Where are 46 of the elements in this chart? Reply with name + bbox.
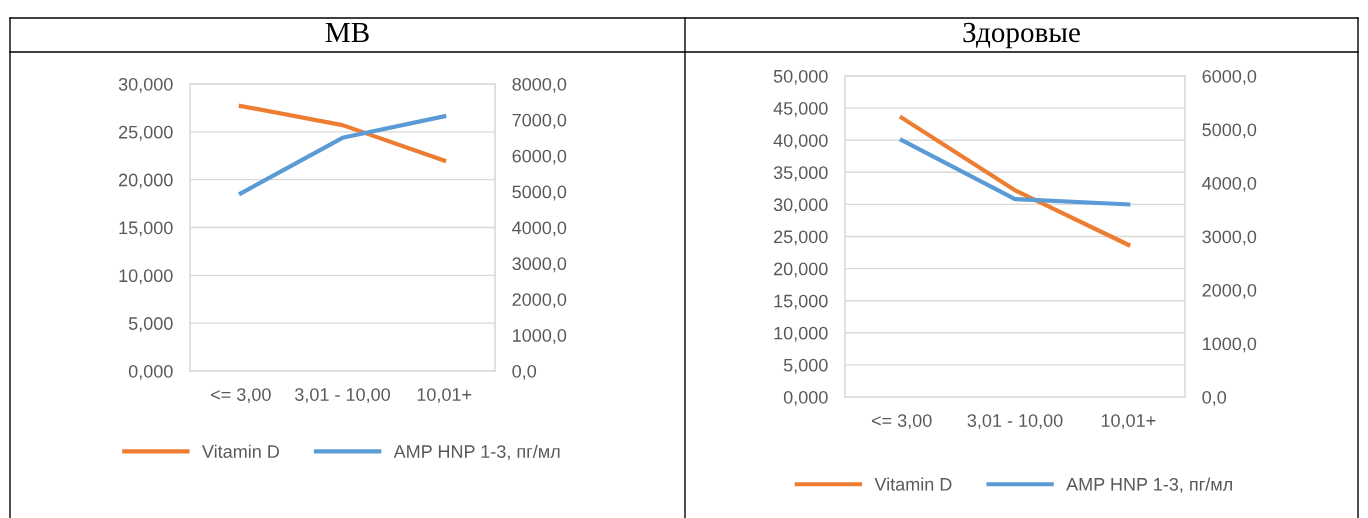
y-tick-label: 30,000 — [118, 77, 173, 93]
y2-tick-label: 5000,0 — [1202, 123, 1257, 139]
x-tick-label: 10,01+ — [417, 388, 472, 404]
x-tick-label: 3,01 - 10,00 — [295, 388, 390, 404]
y-tick-label: 10,000 — [119, 269, 173, 285]
y2-tick-label: 1000,0 — [513, 329, 567, 344]
y-tick-label: 10,000 — [774, 326, 828, 342]
y-tick-label: 30,000 — [773, 198, 828, 214]
y2-tick-label: 2000,0 — [1202, 283, 1257, 299]
legend-label: AMP HNP 1-3, пг/мл — [393, 444, 560, 461]
y2-tick-label: 4000,0 — [512, 221, 567, 237]
chart-title: МВ — [325, 22, 369, 43]
x-tick-label: 10,01+ — [1101, 414, 1156, 430]
y2-tick-label: 3000,0 — [1202, 230, 1257, 246]
legend-label: Vitamin D — [202, 444, 279, 458]
x-tick-label: <= 3,00 — [211, 388, 271, 404]
y-tick-label: 5,000 — [128, 317, 173, 333]
y-tick-label: 5,000 — [783, 358, 828, 374]
y2-tick-label: 2000,0 — [512, 293, 567, 309]
y-tick-label: 50,000 — [773, 69, 828, 85]
y2-tick-label: 0,0 — [1202, 390, 1227, 406]
y-tick-label: 0,000 — [128, 364, 173, 380]
chart-title: Здоровые — [963, 22, 1080, 49]
y2-tick-label: 3000,0 — [512, 257, 567, 273]
y-tick-label: 15,000 — [119, 221, 173, 237]
y2-tick-label: 8000,0 — [512, 77, 567, 93]
x-tick-label: <= 3,00 — [871, 414, 932, 430]
legend-label: Vitamin D — [874, 477, 952, 491]
y-tick-label: 25,000 — [774, 230, 828, 246]
y-tick-label: 35,000 — [773, 166, 828, 182]
y2-tick-label: 4000,0 — [1202, 176, 1257, 192]
legend-label: AMP HNP 1-3, пг/мл — [1066, 477, 1232, 493]
y-tick-label: 0,000 — [783, 390, 828, 406]
y-tick-label: 45,000 — [773, 102, 828, 117]
y2-tick-label: 0,0 — [512, 364, 537, 380]
y-tick-label: 15,000 — [774, 294, 828, 310]
y2-tick-label: 5000,0 — [512, 185, 567, 201]
y2-tick-label: 7000,0 — [512, 113, 567, 129]
y-tick-label: 20,000 — [774, 262, 828, 278]
y2-tick-label: 6000,0 — [1202, 69, 1257, 85]
y2-tick-label: 1000,0 — [1203, 337, 1257, 353]
x-tick-label: 3,01 - 10,00 — [967, 414, 1063, 430]
y-tick-label: 20,000 — [119, 173, 173, 189]
y2-tick-label: 6000,0 — [512, 149, 567, 165]
y-tick-label: 40,000 — [773, 134, 828, 150]
y-tick-label: 25,000 — [119, 125, 173, 141]
